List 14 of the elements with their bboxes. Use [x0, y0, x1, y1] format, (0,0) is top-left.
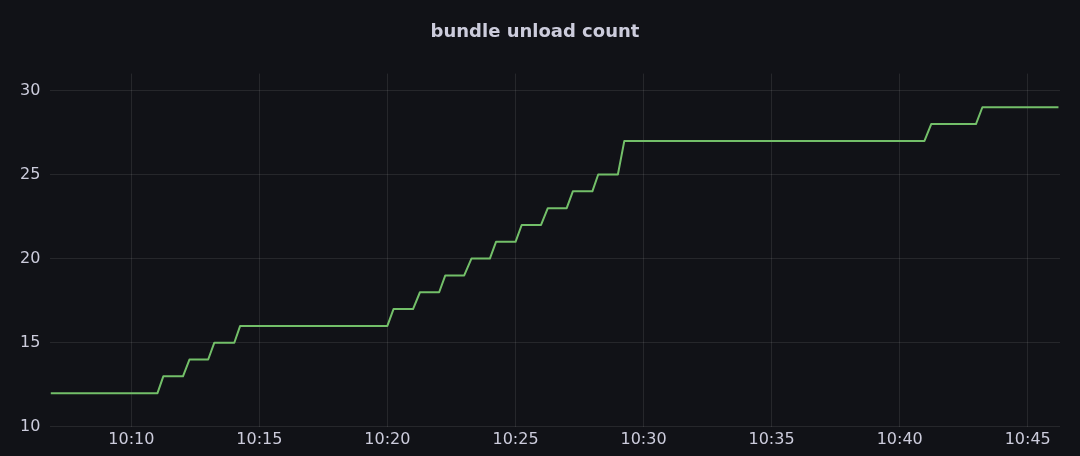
x-tick-label: 10:45 [1004, 428, 1051, 448]
x-tick-label: 10:30 [620, 428, 667, 448]
x-tick-label: 10:25 [492, 428, 539, 448]
x-tick-label: 10:10 [108, 428, 155, 448]
x-tick-label: 10:20 [364, 428, 411, 448]
chart-title: bundle unload count [430, 20, 640, 42]
x-tick-label: 10:35 [748, 428, 795, 448]
y-tick-label: 25 [20, 163, 41, 183]
y-tick-label: 10 [20, 415, 41, 435]
x-tick-label: 10:15 [236, 428, 283, 448]
y-tick-label: 30 [20, 79, 41, 99]
y-tick-label: 15 [20, 331, 41, 351]
x-tick-label: 10:40 [876, 428, 923, 448]
y-tick-label: 20 [20, 247, 41, 267]
